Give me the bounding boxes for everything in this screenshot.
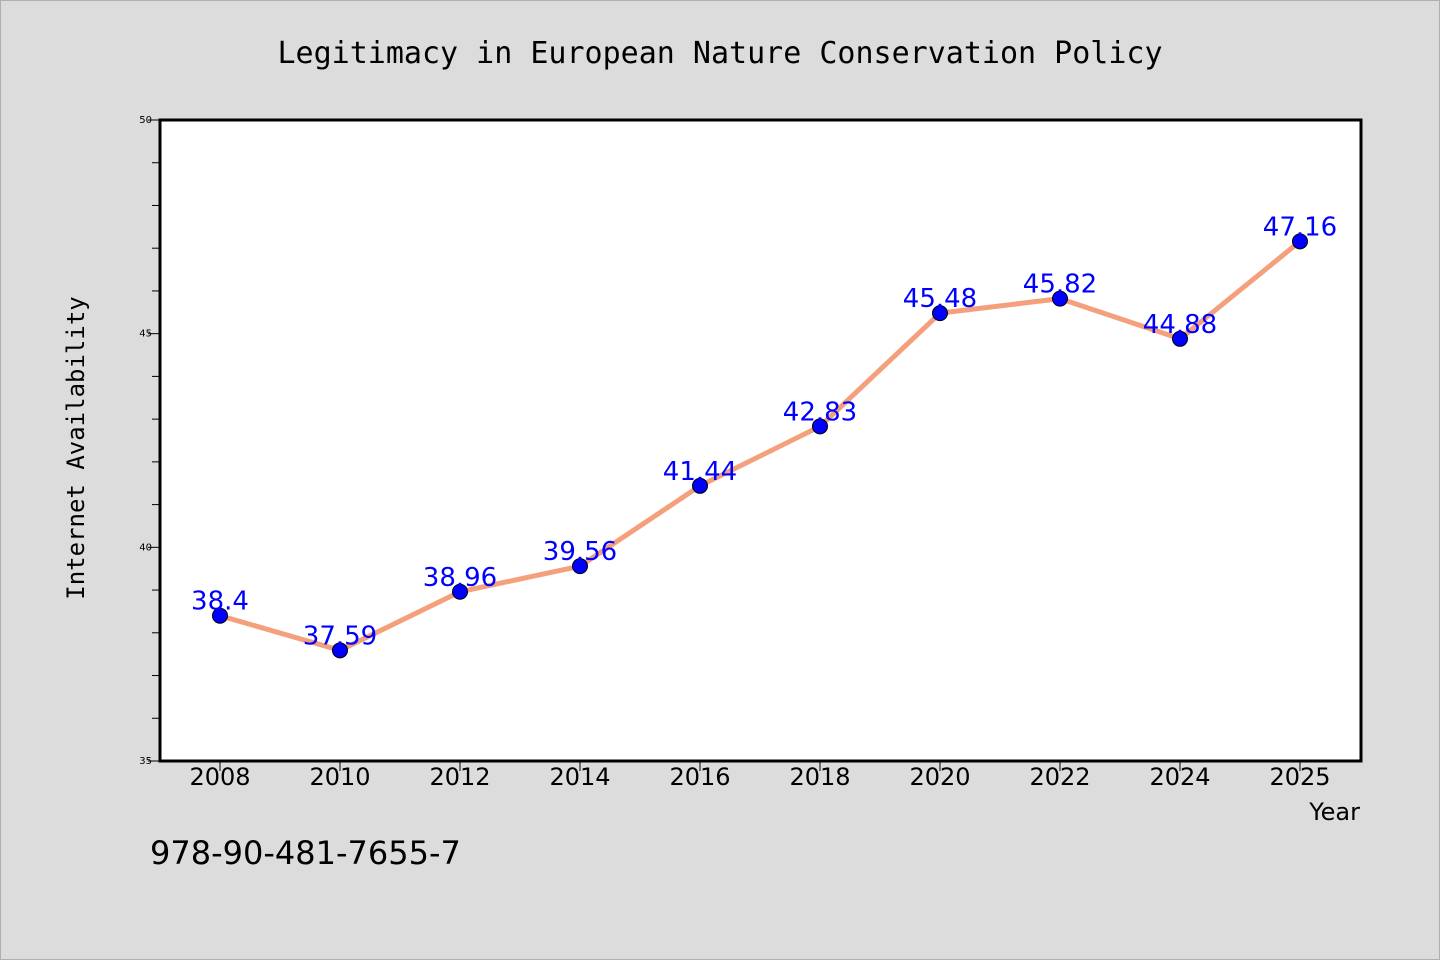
x-tick-label: 2022	[1029, 763, 1090, 791]
x-tick-label: 2025	[1269, 763, 1330, 791]
series-line-group	[217, 238, 1303, 653]
data-label: 41.44	[663, 457, 737, 487]
x-tick-label: 2018	[789, 763, 850, 791]
data-point	[932, 305, 948, 322]
data-point	[332, 642, 348, 659]
plot-frame	[158, 118, 1363, 763]
data-label: 38.4	[191, 587, 249, 617]
x-tick-label: 2024	[1149, 763, 1210, 791]
series-line	[217, 238, 1303, 653]
y-tick-label: 35	[139, 756, 152, 767]
data-label: 39.56	[543, 537, 617, 567]
data-point	[1292, 233, 1308, 250]
data-markers	[212, 233, 1308, 659]
data-point	[1172, 330, 1188, 347]
x-axis: 2008 2010 2012 2014 2016 2018 2020 2022 2024 2025	[189, 761, 1331, 791]
x-tick-label: 2010	[309, 763, 370, 791]
data-label: 45.48	[903, 284, 977, 314]
data-label: 45.82	[1023, 270, 1097, 300]
data-label: 42.83	[783, 397, 857, 427]
chart-title: Legitimacy in European Nature Conservati…	[277, 36, 1162, 71]
data-label: 37.59	[303, 621, 377, 651]
data-point	[212, 607, 228, 624]
isbn-text: 978-90-481-7655-7	[150, 834, 461, 872]
data-label: 38.96	[423, 563, 497, 593]
data-point	[452, 583, 468, 600]
data-point	[1052, 290, 1068, 307]
data-label: 47.16	[1263, 212, 1337, 242]
x-tick-label: 2008	[189, 763, 250, 791]
x-axis-label: Year	[1308, 798, 1360, 826]
data-label: 44.88	[1143, 310, 1217, 340]
x-tick-label: 2014	[549, 763, 610, 791]
y-tick-label: 40	[139, 542, 152, 553]
data-labels: 38.4 37.59 38.96 39.56 41.44 42.83 45.48 45.82 4…	[191, 212, 1337, 651]
y-axis-label: Internet Availability	[62, 296, 90, 599]
data-point	[572, 558, 588, 575]
y-tick-label: 50	[139, 115, 152, 126]
x-tick-label: 2012	[429, 763, 490, 791]
x-tick-label: 2016	[669, 763, 730, 791]
y-tick-label: 45	[139, 329, 152, 340]
data-point	[812, 418, 828, 435]
x-tick-label: 2020	[909, 763, 970, 791]
plot-area	[160, 120, 1361, 761]
data-point	[692, 477, 708, 494]
